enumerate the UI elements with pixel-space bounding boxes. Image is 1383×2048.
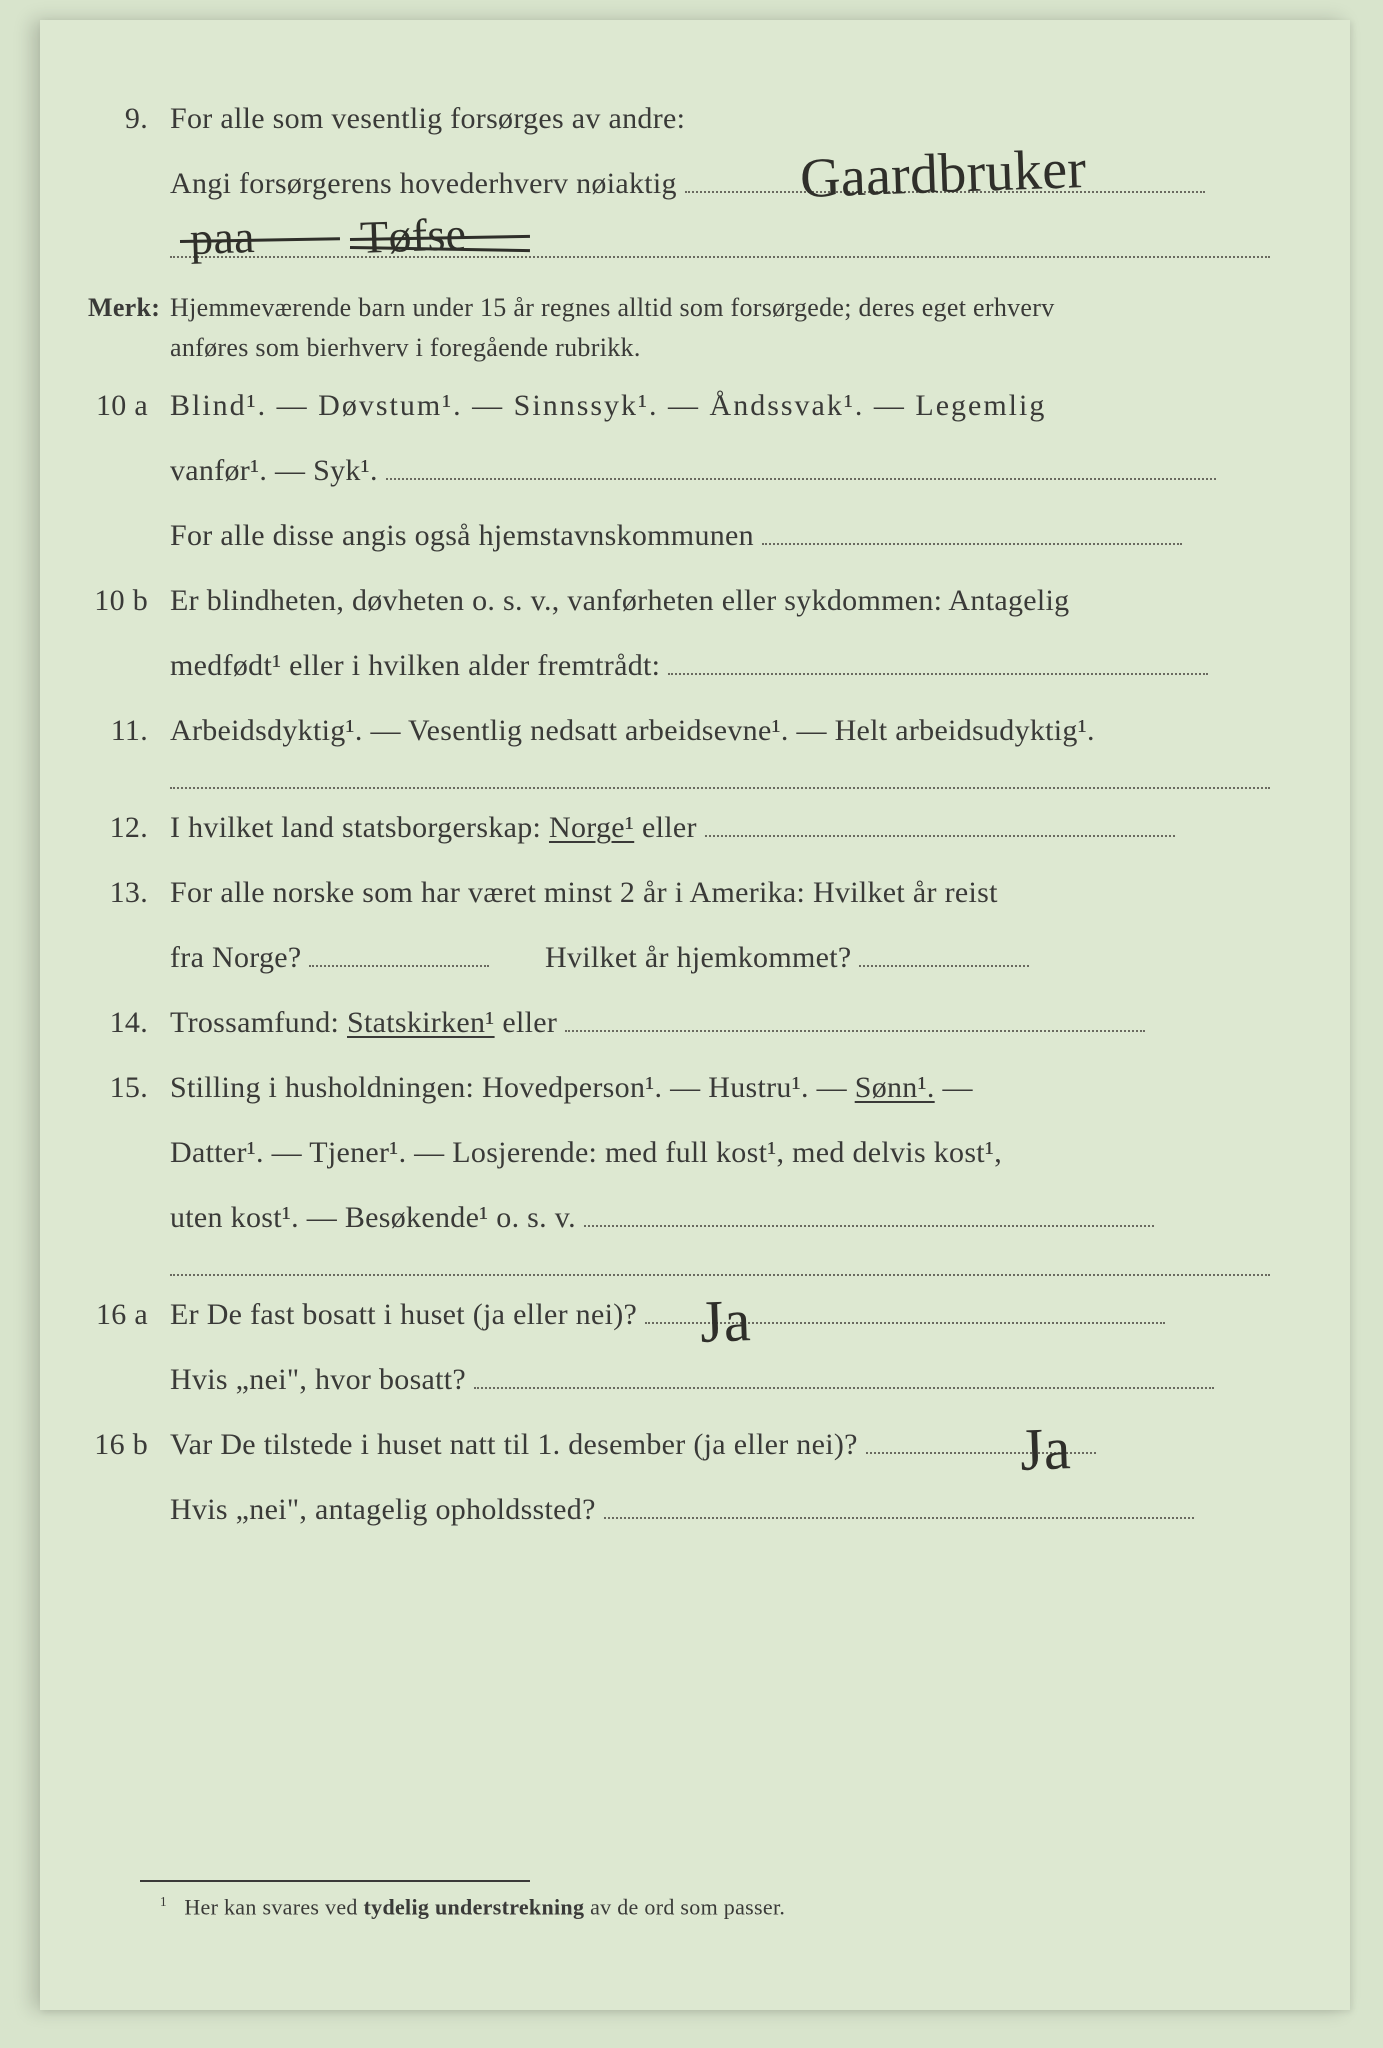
q10a-blank2 — [762, 512, 1182, 545]
q9-text1: For alle som vesentlig forsørges av andr… — [170, 90, 1270, 147]
q16a-text2: Hvis „nei", hvor bosatt? — [170, 1363, 466, 1396]
q10a-text1: Blind¹. — Døvstum¹. — Sinnssyk¹. — Åndss… — [170, 377, 1270, 434]
q10b-row1: 10 b Er blindheten, døvheten o. s. v., v… — [80, 572, 1270, 629]
q14-pre: Trossamfund: — [170, 1006, 347, 1039]
q10b-row2: medfødt¹ eller i hvilken alder fremtrådt… — [80, 637, 1270, 694]
q16a-row1: 16 a Er De fast bosatt i huset (ja eller… — [80, 1286, 1270, 1343]
divider-1 — [170, 787, 1270, 789]
q11-number: 11. — [80, 702, 170, 759]
q14-post: eller — [502, 1006, 557, 1039]
census-form-page: 9. For alle som vesentlig forsørges av a… — [40, 20, 1350, 2010]
merk-text-a: Hjemmeværende barn under 15 år regnes al… — [170, 293, 1055, 322]
q9-row1: 9. For alle som vesentlig forsørges av a… — [80, 90, 1270, 147]
q15-text2: Datter¹. — Tjener¹. — Losjerende: med fu… — [170, 1124, 1270, 1181]
q16a-text1: Er De fast bosatt i huset (ja eller nei)… — [170, 1298, 637, 1331]
q10a-text2: vanfør¹. — Syk¹. — [170, 454, 378, 487]
q14-row: 14. Trossamfund: Statskirken¹ eller — [80, 994, 1270, 1051]
q15-blank — [584, 1194, 1154, 1227]
q16b-row2: Hvis „nei", antagelig opholdssted? — [80, 1481, 1270, 1538]
q12-blank — [705, 804, 1175, 837]
footnote-text-b: av de ord som passer. — [590, 1894, 785, 1919]
q14-number: 14. — [80, 994, 170, 1051]
footnote: 1 Her kan svares ved tydelig understrekn… — [160, 1894, 785, 1920]
q16b-text2: Hvis „nei", antagelig opholdssted? — [170, 1493, 596, 1526]
q10b-number: 10 b — [80, 572, 170, 629]
q9-handwriting-a: paa — [188, 193, 256, 283]
q16a-blank2 — [474, 1356, 1214, 1389]
q11-text: Arbeidsdyktig¹. — Vesentlig nedsatt arbe… — [170, 702, 1270, 759]
q15-row3: uten kost¹. — Besøkende¹ o. s. v. — [80, 1189, 1270, 1246]
merk-row: Merk: Hjemmeværende barn under 15 år reg… — [80, 288, 1270, 369]
q16b-text1: Var De tilstede i huset natt til 1. dese… — [170, 1428, 858, 1461]
q16a-number: 16 a — [80, 1286, 170, 1343]
q10b-text1: Er blindheten, døvheten o. s. v., vanfør… — [170, 572, 1270, 629]
q9-handwriting-main: Gaardbruker — [798, 116, 1088, 232]
q9-number: 9. — [80, 90, 170, 147]
q14-blank — [565, 999, 1145, 1032]
footnote-rule — [140, 1880, 530, 1882]
q12-row: 12. I hvilket land statsborgerskap: Norg… — [80, 799, 1270, 856]
q14-underlined: Statskirken¹ — [347, 1006, 495, 1039]
q15-text1b: — — [943, 1071, 973, 1104]
q15-text1a: Stilling i husholdningen: Hovedperson¹. … — [170, 1071, 855, 1104]
q10b-text2: medfødt¹ eller i hvilken alder fremtrådt… — [170, 649, 660, 682]
q13-blank-b — [859, 934, 1029, 967]
footnote-text-a: Her kan svares ved — [173, 1894, 364, 1919]
q15-underlined: Sønn¹. — [855, 1071, 935, 1104]
q16b-blank2 — [604, 1486, 1194, 1519]
footnote-marker: 1 — [160, 1894, 167, 1909]
merk-text-b: anføres som bierhverv i foregående rubri… — [170, 333, 641, 362]
q12-underlined: Norge¹ — [549, 811, 634, 844]
q10a-number: 10 a — [80, 377, 170, 434]
q15-row2: Datter¹. — Tjener¹. — Losjerende: med fu… — [80, 1124, 1270, 1181]
q9-text2: Angi forsørgerens hovederhverv nøiaktig — [170, 155, 1270, 212]
q13-row2: fra Norge? Hvilket år hjemkommet? — [80, 929, 1270, 986]
q16a-row2: Hvis „nei", hvor bosatt? — [80, 1351, 1270, 1408]
q13-text2b: Hvilket år hjemkommet? — [545, 941, 852, 974]
q13-row1: 13. For alle norske som har været minst … — [80, 864, 1270, 921]
q10a-row2: vanfør¹. — Syk¹. — [80, 442, 1270, 499]
merk-label: Merk: — [80, 288, 170, 328]
q15-row1: 15. Stilling i husholdningen: Hovedperso… — [80, 1059, 1270, 1116]
q16b-row1: 16 b Var De tilstede i huset natt til 1.… — [80, 1416, 1270, 1473]
q9-row3: paa Tøfse — [80, 220, 1270, 280]
q10b-blank — [668, 642, 1208, 675]
q13-blank-a — [309, 934, 489, 967]
q15-text3: uten kost¹. — Besøkende¹ o. s. v. — [170, 1201, 576, 1234]
q10a-text3: For alle disse angis også hjemstavnskomm… — [170, 519, 754, 552]
q11-row: 11. Arbeidsdyktig¹. — Vesentlig nedsatt … — [80, 702, 1270, 759]
q16b-number: 16 b — [80, 1416, 170, 1473]
q9-cont-line — [170, 225, 1270, 258]
q12-number: 12. — [80, 799, 170, 856]
q13-number: 13. — [80, 864, 170, 921]
q10a-row3: For alle disse angis også hjemstavnskomm… — [80, 507, 1270, 564]
q9-row2: Angi forsørgerens hovederhverv nøiaktig … — [80, 155, 1270, 212]
q10a-row1: 10 a Blind¹. — Døvstum¹. — Sinnssyk¹. — … — [80, 377, 1270, 434]
q13-text1: For alle norske som har været minst 2 år… — [170, 864, 1270, 921]
q13-text2a: fra Norge? — [170, 941, 302, 974]
q12-post: eller — [642, 811, 697, 844]
q12-pre: I hvilket land statsborgerskap: — [170, 811, 549, 844]
footnote-bold: tydelig understrekning — [364, 1894, 585, 1919]
q10a-blank — [386, 447, 1216, 480]
q15-number: 15. — [80, 1059, 170, 1116]
